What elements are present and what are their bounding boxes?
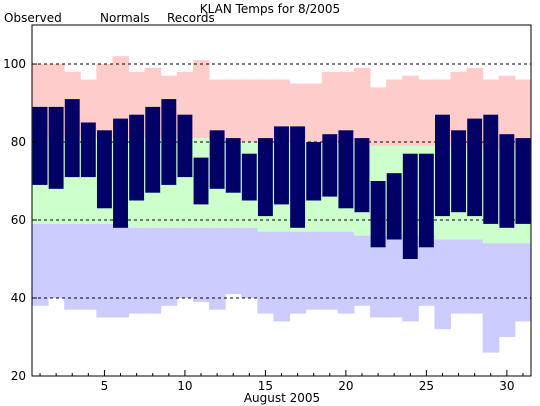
record-low-band xyxy=(64,223,81,310)
record-low-band xyxy=(498,243,516,337)
record-low-band xyxy=(273,231,291,322)
observed-bar xyxy=(435,114,450,217)
record-low-band xyxy=(321,231,339,310)
record-high-band xyxy=(353,67,371,142)
x-axis-label: August 2005 xyxy=(244,391,320,405)
record-low-band xyxy=(514,243,532,322)
observed-bar xyxy=(418,153,434,248)
record-low-band xyxy=(160,227,178,306)
record-low-band xyxy=(241,227,258,298)
record-low-band xyxy=(466,239,484,314)
record-low-band xyxy=(32,223,49,306)
observed-bar xyxy=(338,130,354,209)
record-high-band xyxy=(225,79,242,142)
observed-bar xyxy=(290,126,306,228)
observed-bar xyxy=(257,138,273,217)
record-low-band xyxy=(176,227,194,298)
observed-bar xyxy=(483,114,499,224)
observed-bars xyxy=(32,99,531,259)
y-tick-label: 80 xyxy=(11,135,26,149)
legend-records: Records xyxy=(167,11,215,25)
record-low-band xyxy=(257,231,274,314)
record-low-band xyxy=(80,223,97,310)
observed-bar xyxy=(451,130,467,213)
record-low-band xyxy=(209,227,226,310)
x-tick-label: 5 xyxy=(101,379,109,393)
observed-bar xyxy=(354,138,370,213)
record-high-band xyxy=(209,79,226,139)
record-high-band xyxy=(241,79,258,142)
record-high-band xyxy=(370,87,387,146)
legend-normals: Normals xyxy=(100,11,150,25)
observed-bar xyxy=(402,153,418,259)
observed-bar xyxy=(241,153,257,201)
x-tick-label: 30 xyxy=(499,379,514,393)
observed-bar xyxy=(193,157,209,205)
y-tick-label: 20 xyxy=(11,369,26,383)
record-low-band xyxy=(112,223,130,318)
observed-bar xyxy=(161,99,177,185)
record-high-band xyxy=(386,79,403,146)
record-low-band xyxy=(337,231,355,314)
record-high-band xyxy=(96,64,113,139)
record-low-band xyxy=(192,227,210,302)
observed-bar xyxy=(113,118,128,228)
observed-bar xyxy=(80,122,96,178)
observed-bar xyxy=(306,142,322,201)
record-high-band xyxy=(450,71,468,146)
observed-bar xyxy=(96,130,112,209)
record-low-band xyxy=(353,235,371,306)
record-low-band xyxy=(48,223,65,298)
record-low-band xyxy=(450,239,468,314)
record-low-band xyxy=(370,235,387,318)
observed-bar xyxy=(322,134,338,197)
y-tick-label: 100 xyxy=(3,57,26,71)
observed-bar xyxy=(209,130,225,189)
record-low-band xyxy=(225,227,242,295)
observed-bar xyxy=(370,181,386,248)
record-low-band xyxy=(289,231,307,314)
record-high-band xyxy=(112,56,130,139)
observed-bar xyxy=(225,138,241,193)
record-low-band xyxy=(482,243,500,353)
record-high-band xyxy=(257,79,274,142)
record-high-band xyxy=(418,79,435,146)
axes: 20 40 60 80 100 5 10 15 20 25 30 xyxy=(3,57,524,393)
observed-bar xyxy=(145,106,161,193)
observed-bar xyxy=(274,126,289,205)
record-high-band xyxy=(305,83,323,142)
observed-bar xyxy=(48,106,64,189)
record-high-band xyxy=(498,75,516,150)
record-high-band xyxy=(514,79,532,150)
observed-bar xyxy=(129,114,145,201)
x-tick-label: 10 xyxy=(177,379,192,393)
record-low-band xyxy=(305,231,323,310)
record-low-band xyxy=(96,223,113,318)
x-tick-label: 20 xyxy=(338,379,353,393)
observed-bar xyxy=(499,134,515,228)
record-low-band xyxy=(434,239,452,330)
observed-bar xyxy=(386,173,402,240)
record-low-band xyxy=(418,235,435,306)
y-tick-label: 60 xyxy=(11,213,26,227)
observed-bar xyxy=(467,118,483,217)
y-tick-label: 40 xyxy=(11,291,26,305)
observed-bar xyxy=(515,138,531,224)
x-tick-label: 25 xyxy=(419,379,434,393)
observed-bar xyxy=(64,99,80,178)
record-high-band xyxy=(337,71,355,142)
chart-title: KLAN Temps for 8/2005 xyxy=(200,2,340,16)
observed-bar xyxy=(177,114,193,178)
record-high-band xyxy=(402,75,419,146)
record-high-band xyxy=(192,60,210,139)
observed-bar xyxy=(32,106,48,185)
record-high-band xyxy=(321,71,339,142)
record-low-band xyxy=(386,235,403,318)
x-tick-label: 15 xyxy=(258,379,273,393)
record-low-band xyxy=(144,227,162,314)
record-low-band xyxy=(128,227,146,314)
legend-observed: Observed xyxy=(4,11,62,25)
